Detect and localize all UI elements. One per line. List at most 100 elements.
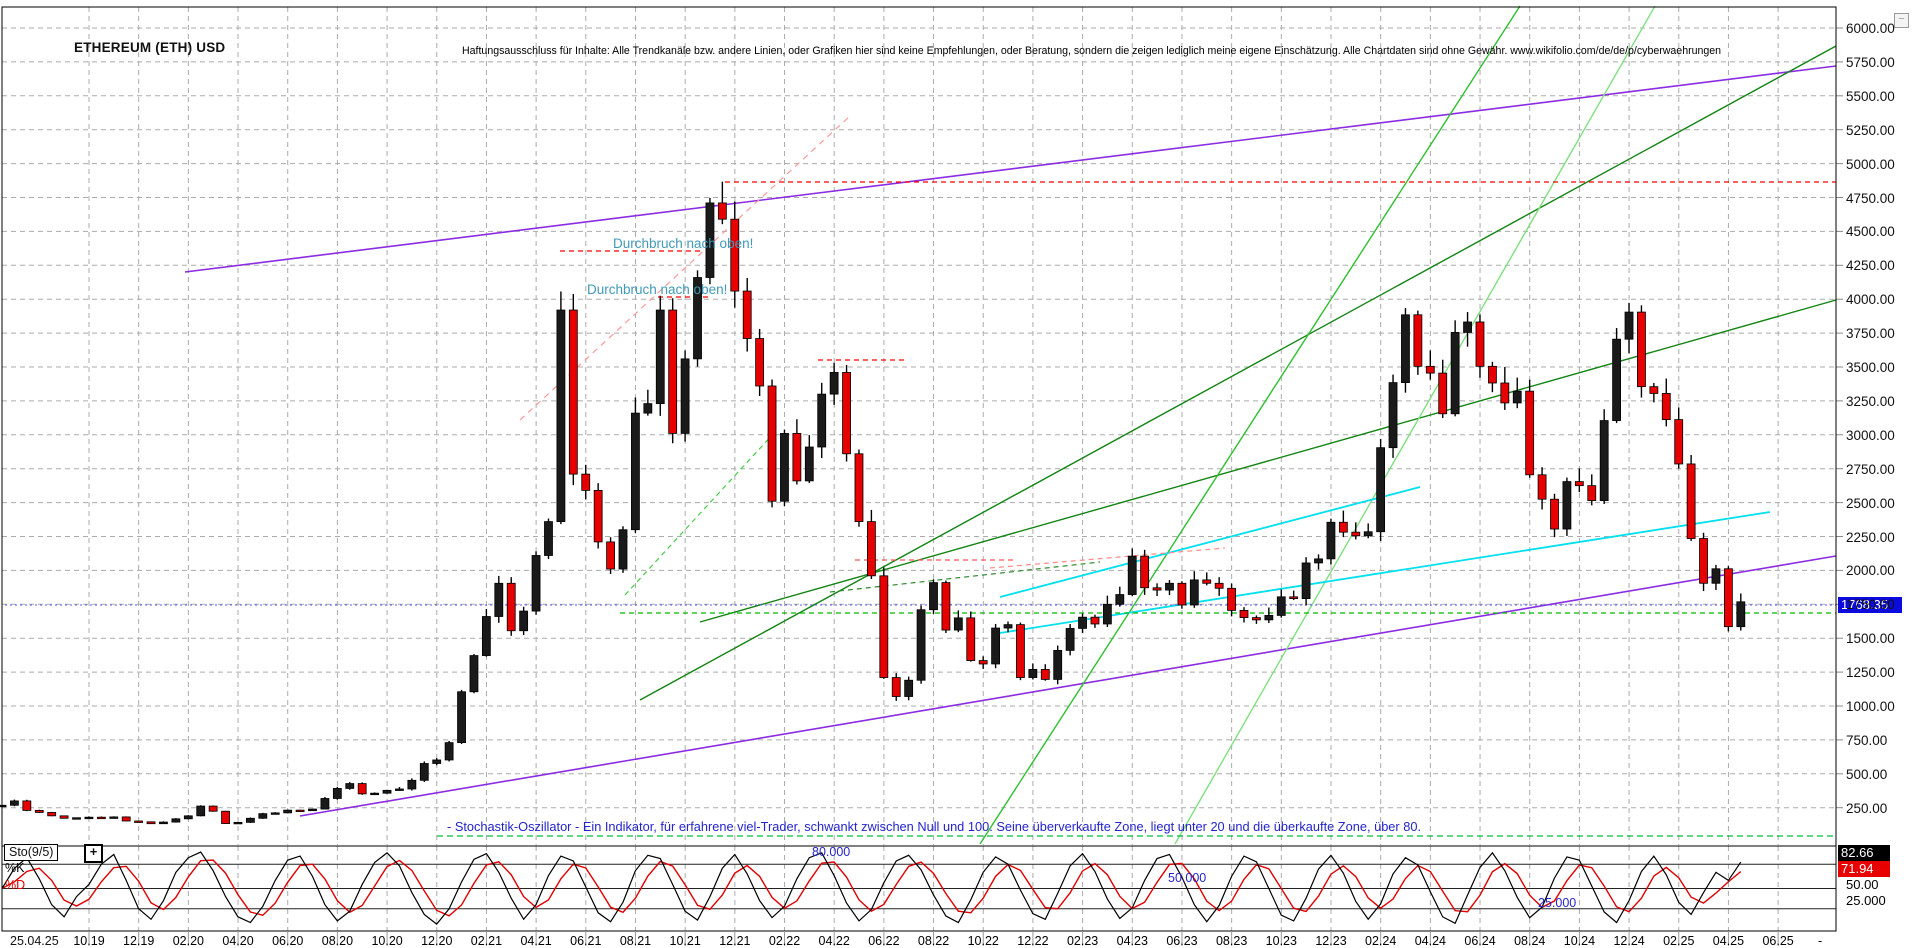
candle-body — [1177, 582, 1187, 606]
price-axis-label: 4000.00 — [1846, 292, 1895, 308]
oscillator-k-line — [1, 851, 1742, 925]
date-label: 04.21 — [520, 934, 552, 948]
date-label: 02.22 — [768, 934, 801, 948]
candle-body — [618, 529, 628, 570]
candle-body — [59, 815, 69, 819]
candle-body — [705, 202, 715, 278]
oscillator-level-label: 25.000 — [1538, 896, 1577, 910]
candle-body — [854, 453, 864, 522]
candle-body — [1227, 587, 1236, 611]
stochastic-indicator-label[interactable]: Sto(9/5) — [4, 844, 59, 861]
trend-line[interactable] — [989, 547, 1226, 569]
candle-body — [1488, 365, 1497, 384]
candle-body — [1202, 579, 1212, 584]
price-axis-label: 3750.00 — [1846, 326, 1895, 342]
candle-body — [1053, 650, 1063, 680]
candle-body — [1674, 419, 1684, 465]
price-axis-label: 1750.00 — [1846, 597, 1895, 613]
trend-line[interactable] — [624, 431, 776, 596]
candle-body — [780, 433, 789, 502]
date-label: 08.22 — [917, 934, 950, 948]
candle-body — [519, 610, 529, 632]
trend-line[interactable] — [699, 299, 1837, 623]
date-label: 06.21 — [570, 934, 602, 948]
candle-body — [1450, 332, 1460, 415]
collapse-pane-icon[interactable]: − — [1894, 13, 1909, 28]
trend-line[interactable] — [184, 65, 1837, 273]
candle-body — [1537, 474, 1547, 500]
candle-body — [730, 218, 740, 292]
price-axis-label: 5000.00 — [1846, 156, 1895, 172]
candle-body — [1028, 668, 1038, 678]
candle-body — [1264, 615, 1274, 621]
price-axis-label: 2000.00 — [1846, 563, 1895, 579]
date-label: 04.24 — [1414, 934, 1446, 948]
candle-body — [1686, 463, 1696, 539]
candle-body — [0, 804, 7, 808]
candle-body — [1649, 386, 1659, 394]
candle-body — [10, 800, 19, 806]
candle-body — [109, 816, 119, 819]
price-axis-label: 5750.00 — [1846, 54, 1895, 70]
oscillator-description: - Stochastik-Oszillator - Ein Indikator,… — [447, 819, 1422, 834]
d-line-label: %D — [5, 878, 26, 892]
date-label: 06.22 — [868, 934, 900, 948]
candle-body — [991, 627, 1000, 665]
candle-body — [593, 489, 603, 543]
candle-body — [556, 309, 566, 522]
candle-body — [295, 809, 305, 813]
disclaimer-text: Haftungsausschluss für Inhalte: Alle Tre… — [462, 45, 1722, 57]
candle-body — [345, 783, 355, 789]
date-label: 12.22 — [1017, 934, 1049, 948]
candle-body — [1637, 311, 1646, 388]
price-axis-label: 500.00 — [1846, 766, 1888, 782]
date-label: 04.22 — [818, 934, 850, 948]
candle-body — [1252, 617, 1261, 621]
price-axis-label: 1500.00 — [1846, 631, 1895, 647]
candle-body — [1239, 610, 1249, 618]
candle-body — [1512, 390, 1522, 404]
date-label: 06.24 — [1464, 934, 1496, 948]
candle-body — [1214, 582, 1224, 589]
price-axis-label: 2750.00 — [1846, 461, 1895, 477]
candle-body — [929, 582, 938, 611]
candle-body — [121, 816, 131, 822]
trend-line[interactable] — [999, 486, 1421, 598]
candle-body — [357, 783, 367, 795]
date-label: 12.21 — [719, 934, 751, 948]
candle-body — [1661, 393, 1671, 421]
date-label: 02.24 — [1365, 934, 1397, 948]
price-axis-label: 1000.00 — [1846, 699, 1895, 714]
add-indicator-button[interactable]: + — [84, 844, 103, 863]
candle-body — [531, 555, 541, 612]
candle-body — [1425, 365, 1435, 374]
candle-body — [382, 789, 392, 794]
trend-line[interactable] — [979, 5, 1521, 845]
price-axis-label: 2250.00 — [1846, 529, 1895, 545]
candle-body — [1016, 624, 1025, 678]
trend-line[interactable] — [829, 561, 1101, 593]
price-axis-label: 3500.00 — [1846, 360, 1895, 375]
trend-line[interactable] — [1174, 5, 1656, 845]
date-label: 10.19 — [73, 934, 105, 948]
candle-body — [1711, 568, 1721, 584]
trend-line[interactable] — [299, 555, 1837, 817]
date-label: 12.23 — [1315, 934, 1347, 948]
trend-line[interactable] — [519, 115, 851, 421]
candle-body — [891, 677, 901, 697]
date-label: 12.24 — [1613, 934, 1645, 948]
candle-body — [668, 309, 678, 434]
candle-body — [283, 809, 293, 814]
candle-body — [22, 800, 32, 811]
candle-body — [581, 473, 591, 491]
date-label: 10.21 — [669, 934, 701, 948]
candle-body — [680, 358, 690, 434]
candle-body — [308, 808, 317, 812]
candle-body — [1301, 562, 1311, 600]
candle-body — [916, 609, 926, 681]
candle-body — [767, 385, 777, 502]
candle-body — [395, 788, 404, 791]
price-axis-label: 1250.00 — [1846, 665, 1895, 681]
